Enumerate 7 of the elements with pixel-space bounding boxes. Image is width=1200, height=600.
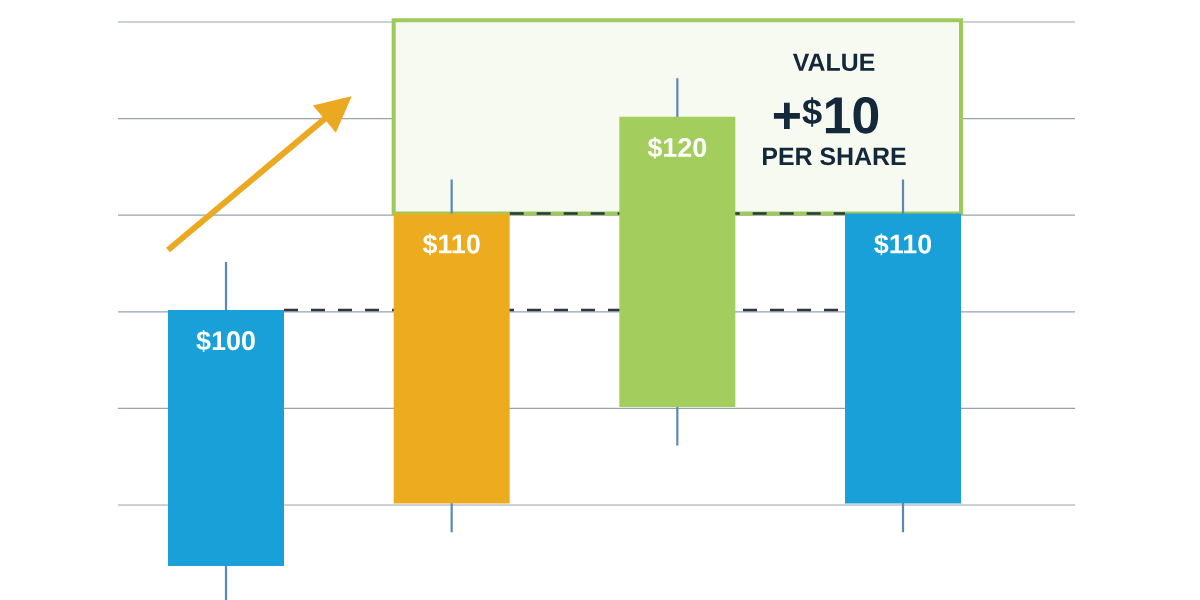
band-label: VALUE	[792, 53, 875, 72]
annotation: +$^{$}$10	[773, 97, 879, 134]
text: $110	[422, 233, 480, 256]
text: $110	[874, 233, 932, 256]
text: $120	[647, 136, 707, 159]
text: $100	[196, 329, 255, 352]
annotation: PER SHARE	[763, 147, 906, 166]
